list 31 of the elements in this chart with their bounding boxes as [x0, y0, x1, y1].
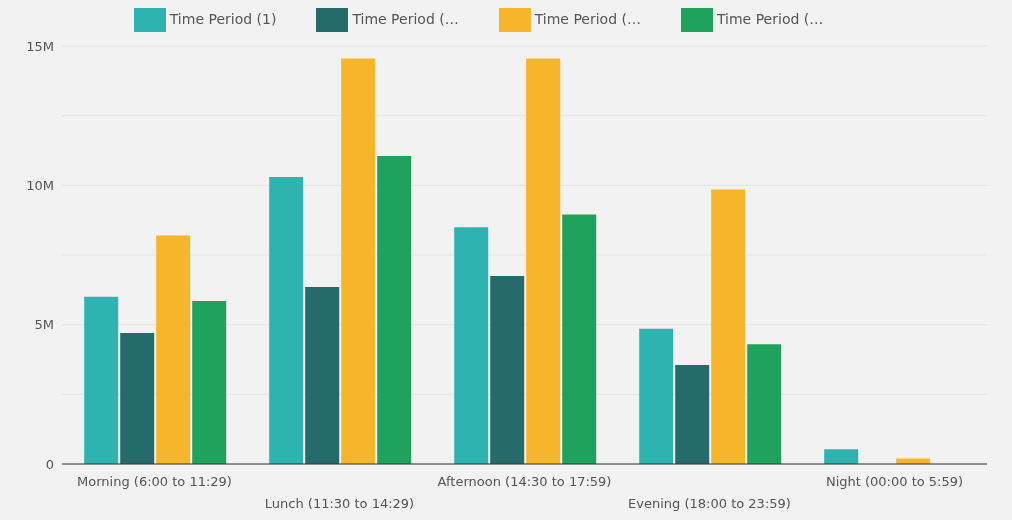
bar — [711, 189, 746, 464]
bar — [156, 235, 191, 464]
bar — [269, 176, 304, 464]
bar — [120, 333, 155, 464]
bar — [490, 275, 525, 464]
y-tick-label: 10M — [26, 177, 54, 193]
bar — [562, 214, 597, 464]
legend-label: Time Period (… — [352, 11, 459, 27]
x-tick-label: Morning (6:00 to 11:29) — [77, 474, 232, 489]
y-tick-label: 5M — [34, 317, 54, 333]
x-tick-label: Lunch (11:30 to 14:29) — [264, 496, 415, 511]
bar — [377, 156, 412, 464]
legend-label: Time Period (… — [534, 11, 641, 27]
bar — [454, 227, 489, 464]
bar — [341, 58, 376, 464]
bar — [824, 449, 859, 464]
bar — [84, 296, 119, 464]
x-tick-label: Evening (18:00 to 23:59) — [628, 496, 791, 511]
bar — [896, 458, 931, 464]
bar — [192, 300, 227, 464]
y-tick-label: 15M — [26, 38, 54, 54]
legend-label: Time Period (1) — [169, 11, 277, 27]
legend-label: Time Period (… — [716, 11, 824, 27]
bar — [675, 365, 710, 464]
bar — [639, 328, 674, 464]
bar — [305, 287, 340, 464]
x-tick-label: Night (00:00 to 5:59) — [825, 474, 964, 489]
y-tick-label: 0 — [45, 456, 54, 472]
bar — [526, 58, 561, 464]
bar — [747, 344, 782, 464]
x-tick-label: Afternoon (14:30 to 17:59) — [437, 474, 612, 489]
